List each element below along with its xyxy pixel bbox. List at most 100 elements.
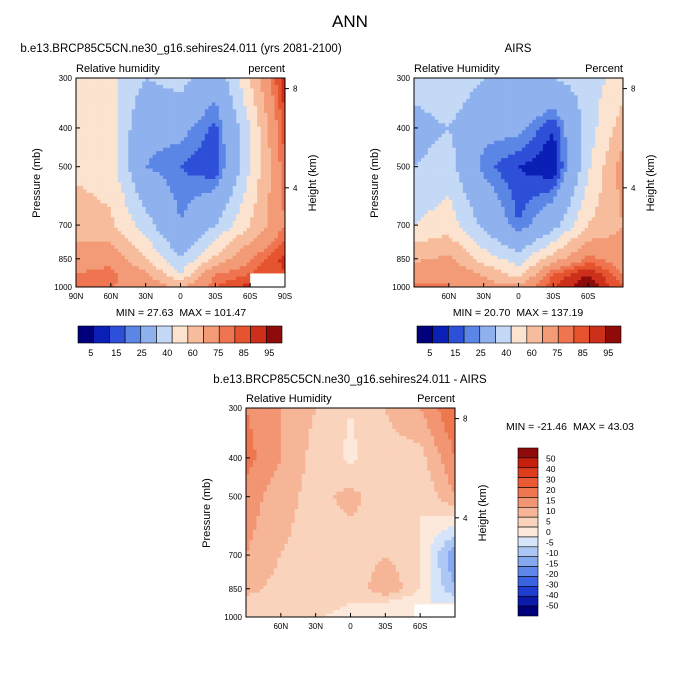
heat-model-cell	[142, 119, 147, 124]
heat-model-cell	[156, 130, 160, 135]
heat-model-cell	[128, 213, 133, 218]
heat-obs-cell	[619, 137, 624, 142]
heat-obs-cell	[549, 95, 554, 100]
heat-model-cell	[96, 280, 101, 284]
heat-obs-cell	[420, 88, 425, 93]
heat-model-cell	[173, 203, 178, 208]
heat-obs-cell	[546, 112, 551, 117]
heat-obs-cell	[574, 133, 579, 138]
heat-model-cell	[103, 210, 108, 215]
heat-model-cell	[229, 88, 234, 93]
heat-model-cell	[187, 165, 192, 169]
heat-model-cell	[194, 84, 199, 89]
heat-model-cell	[128, 224, 133, 229]
heat-model-cell	[110, 78, 115, 82]
heat-model-cell	[281, 168, 286, 173]
heat-model-cell	[142, 81, 147, 86]
heat-model-cell	[110, 266, 115, 270]
heat-model-cell	[180, 231, 185, 236]
heat-model-cell	[128, 196, 133, 201]
heat-model-cell	[107, 266, 112, 270]
heat-model-cell	[253, 234, 258, 239]
heat-obs-cell	[497, 151, 502, 156]
heat-obs-cell	[588, 147, 593, 152]
heat-model-cell	[246, 123, 251, 128]
heat-model-cell	[103, 81, 108, 86]
heat-model-cell	[194, 95, 199, 100]
heat-model-cell	[271, 234, 275, 239]
heat-model-cell	[264, 126, 268, 131]
heat-obs-cell	[417, 109, 422, 114]
heat-model-cell	[246, 112, 251, 117]
heat-model-cell	[121, 231, 126, 236]
heat-model-cell	[274, 189, 279, 194]
heat-model-cell	[264, 217, 268, 222]
heat-model-cell	[107, 255, 112, 260]
heat-model-cell	[76, 91, 80, 96]
heat-model-cell	[100, 95, 105, 100]
heat-model-cell	[201, 91, 206, 96]
heat-model-cell	[274, 81, 279, 86]
heat-obs-cell	[459, 95, 464, 100]
heat-model-cell	[208, 175, 213, 180]
heat-model-cell	[177, 140, 181, 145]
heat-obs-cell	[539, 78, 544, 82]
heat-model-cell	[194, 161, 199, 166]
heat-model-cell	[204, 161, 209, 166]
heat-model-cell	[138, 133, 143, 138]
heat-model-cell	[271, 182, 275, 187]
heat-model-cell	[190, 234, 195, 239]
heat-model-cell	[211, 238, 216, 243]
heat-obs-cell	[556, 109, 561, 114]
heat-model-cell	[152, 133, 157, 138]
heat-model-cell	[124, 224, 129, 229]
heat-model-cell	[124, 259, 129, 264]
heat-model-cell	[138, 130, 143, 135]
heat-model-cell	[93, 81, 98, 86]
heat-obs-cell	[469, 88, 474, 93]
heat-model-cell	[278, 269, 282, 274]
heat-model-cell	[170, 280, 174, 284]
heat-model-cell	[124, 165, 129, 169]
colorbar-swatch	[77, 325, 94, 344]
heat-model-cell	[156, 196, 160, 201]
heat-model-cell	[173, 81, 178, 86]
heat-model-cell	[166, 102, 171, 107]
heat-model-cell	[173, 119, 178, 124]
heat-model-cell	[236, 102, 241, 107]
heat-obs-cell	[612, 88, 617, 93]
heat-model-cell	[271, 217, 275, 222]
heat-model-cell	[218, 266, 223, 270]
heat-obs-cell	[605, 130, 610, 135]
colorbar-label: 60	[188, 348, 198, 358]
heat-obs-cell	[459, 140, 464, 145]
heat-model-cell	[93, 133, 98, 138]
heat-model-cell	[239, 203, 244, 208]
heat-model-cell	[159, 109, 164, 114]
heat-model-cell	[190, 130, 195, 135]
heat-obs-cell	[490, 147, 495, 152]
heat-obs-cell	[466, 137, 471, 142]
heat-model-cell	[264, 192, 268, 197]
heat-model-cell	[177, 206, 181, 211]
heat-model-cell	[218, 126, 223, 131]
heat-model-cell	[225, 133, 230, 138]
heat-model-cell	[177, 259, 181, 264]
heat-obs-cell	[501, 123, 505, 128]
heat-obs-cell	[546, 81, 551, 86]
heat-model-cell	[173, 248, 178, 253]
heat-model-cell	[243, 234, 248, 239]
heat-model-cell	[250, 262, 255, 267]
heat-obs-cell	[588, 88, 593, 93]
heat-model-cell	[163, 196, 167, 201]
heat-model-cell	[204, 126, 209, 131]
heat-obs-cell	[466, 78, 471, 82]
heat-model-cell	[194, 231, 199, 236]
heat-model-cell	[281, 192, 286, 197]
heat-model-cell	[159, 182, 164, 187]
heat-obs-cell	[577, 84, 582, 89]
heat-model-cell	[135, 241, 140, 246]
heat-model-cell	[250, 112, 255, 117]
heat-obs-cell	[539, 126, 544, 131]
heat-model-cell	[159, 179, 164, 183]
